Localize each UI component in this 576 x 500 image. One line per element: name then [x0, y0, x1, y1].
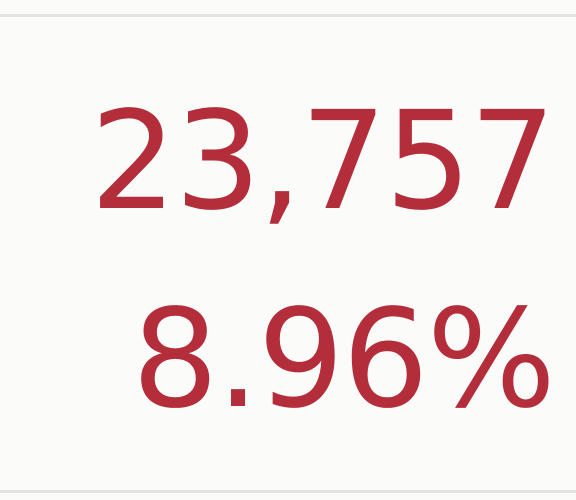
top-divider — [0, 14, 576, 17]
bottom-divider — [0, 490, 576, 493]
metric-count-value: 23,757 — [90, 83, 556, 241]
metric-percentage-value: 8.96% — [131, 281, 556, 439]
